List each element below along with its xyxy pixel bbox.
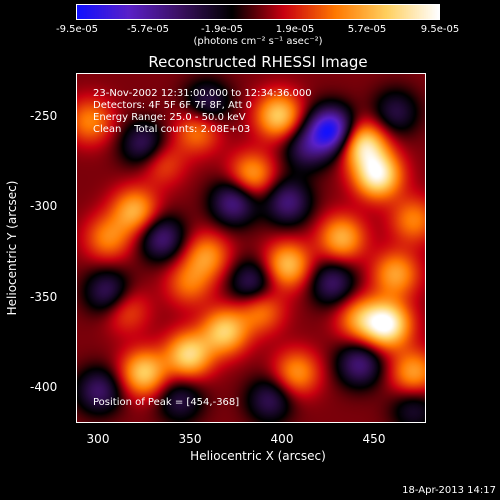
energy-range: Energy Range: 25.0 - 50.0 keV xyxy=(93,112,246,123)
colorbar-tick: -9.5e-05 xyxy=(56,24,98,35)
colorbar-tick: 1.9e-05 xyxy=(275,24,315,35)
peak-position: Position of Peak = [454,-368] xyxy=(93,397,240,408)
y-tick-label: -250 xyxy=(30,109,58,123)
colorbar-tick: -1.9e-05 xyxy=(201,24,243,35)
y-tick-label: -400 xyxy=(30,380,58,394)
x-tick-label: 350 xyxy=(178,432,202,446)
timestamp: 18-Apr-2013 14:17 xyxy=(402,485,496,496)
x-tick-label: 300 xyxy=(86,432,110,446)
x-tick-label: 400 xyxy=(270,432,294,446)
observation-info: 23-Nov-2002 12:31:00.000 to 12:34:36.000… xyxy=(93,88,312,136)
y-tick-label: -350 xyxy=(30,290,58,304)
x-axis-label: Heliocentric X (arcsec) xyxy=(190,449,326,463)
y-tick-label: -300 xyxy=(30,199,58,213)
colorbar xyxy=(76,4,440,20)
heatmap-image xyxy=(77,74,425,422)
colorbar-tick: -5.7e-05 xyxy=(127,24,169,35)
clean-total-counts: Clean Total counts: 2.08E+03 xyxy=(93,124,251,135)
y-axis-label: Heliocentric Y (arcsec) xyxy=(5,180,19,316)
colorbar-unit-label: (photons cm⁻² s⁻¹ asec⁻²) xyxy=(193,36,323,47)
colorbar-tick: 5.7e-05 xyxy=(347,24,387,35)
detectors-info: Detectors: 4F 5F 6F 7F 8F, Att 0 xyxy=(93,100,253,111)
plot-title: Reconstructed RHESSI Image xyxy=(148,53,368,71)
plot-area: 23-Nov-2002 12:31:00.000 to 12:34:36.000… xyxy=(76,73,426,423)
colorbar-tick: 9.5e-05 xyxy=(420,24,460,35)
observation-time-range: 23-Nov-2002 12:31:00.000 to 12:34:36.000 xyxy=(93,88,312,99)
x-tick-label: 450 xyxy=(362,432,386,446)
